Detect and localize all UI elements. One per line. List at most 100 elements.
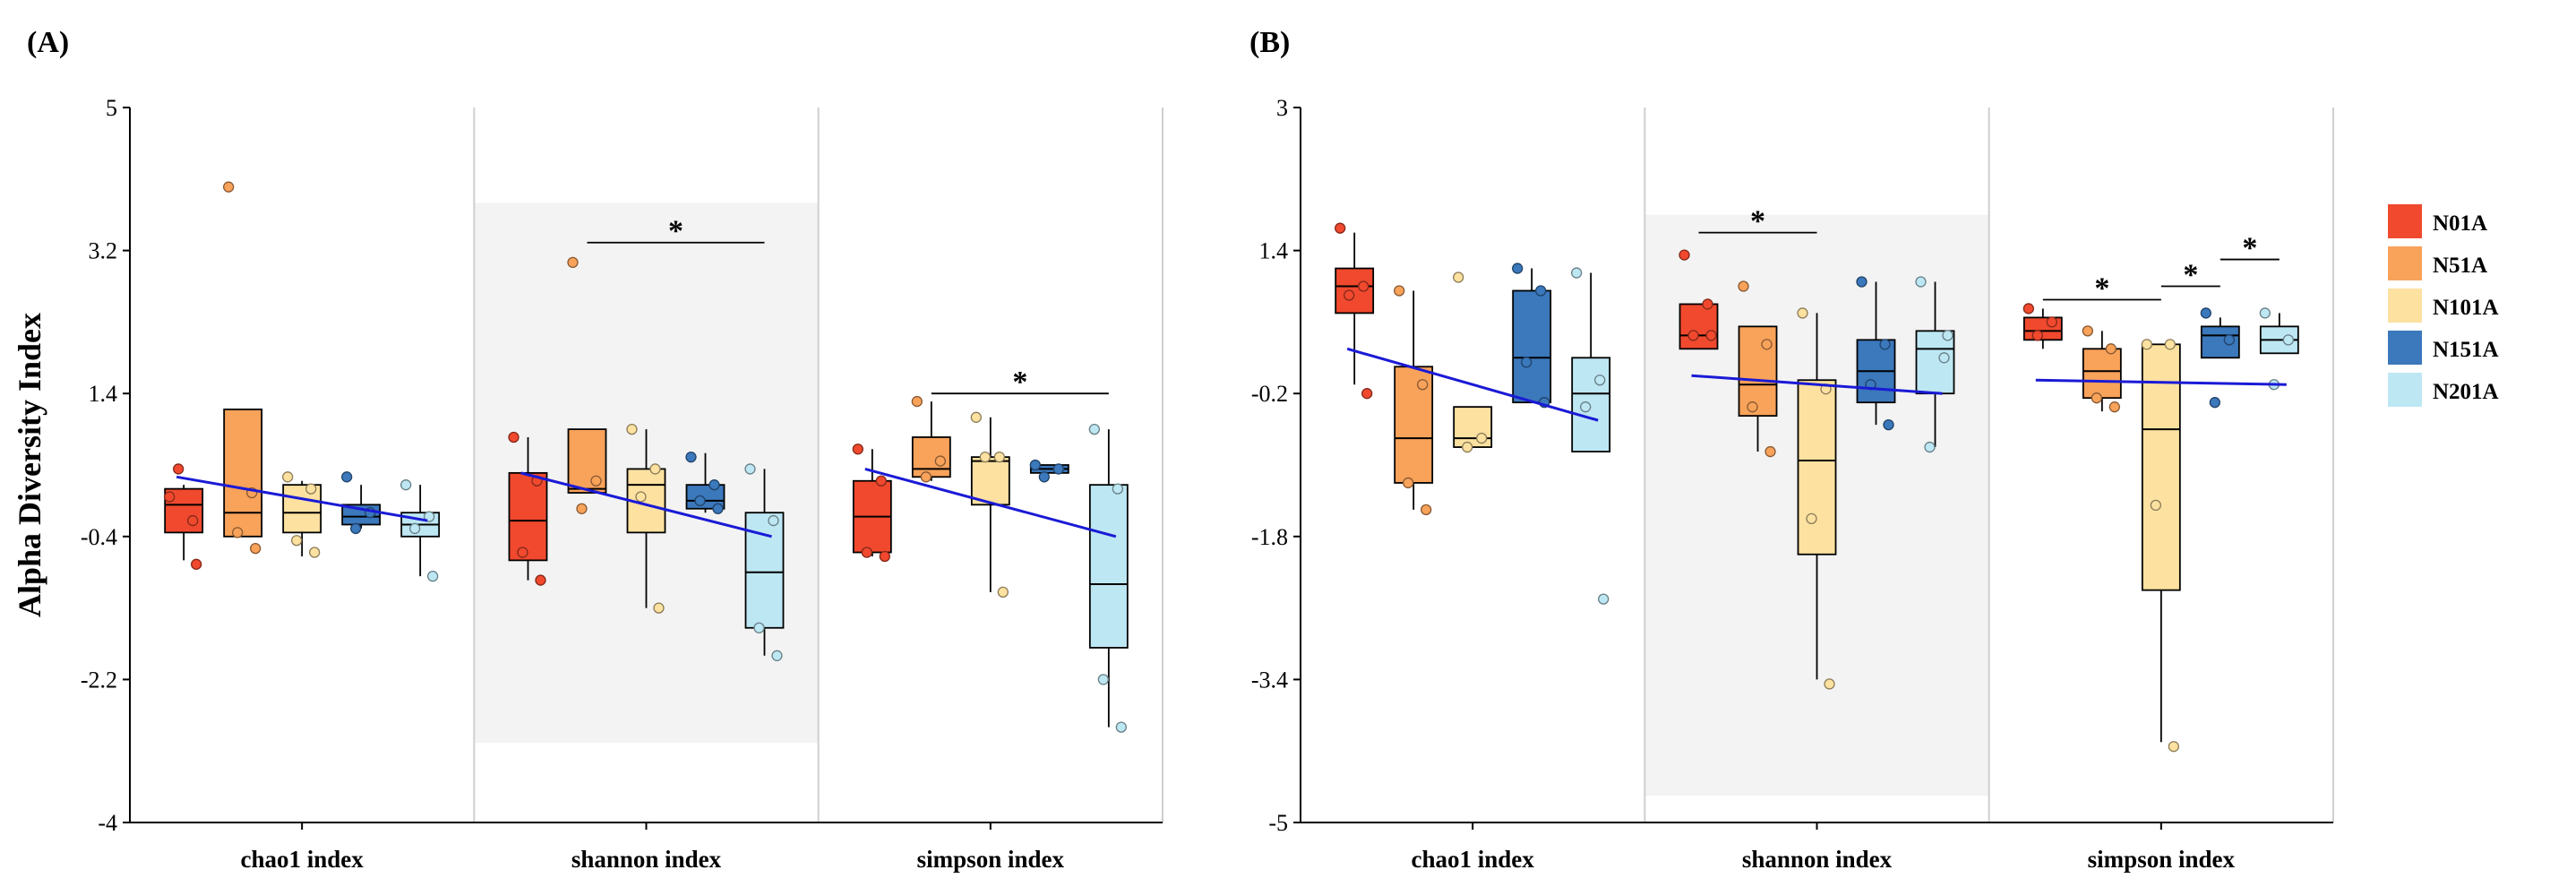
box-n201a [2259,307,2299,391]
significance-label: * [2094,271,2109,305]
data-point [635,491,647,503]
legend-item-n151a: N151A [2388,331,2499,365]
y-tick-label: -3.4 [1251,667,1288,693]
box-n201a [1571,267,1611,605]
data-point [1088,423,1100,435]
data-point [1580,401,1592,413]
panel-label: (A) [27,26,69,59]
box-n151a [2200,307,2240,409]
data-point [2141,339,2152,350]
category-label: chao1 index [1412,846,1535,873]
data-point [2046,316,2057,328]
data-point [232,527,244,538]
box-n01a [852,444,892,563]
data-point [350,522,362,535]
data-point [508,431,519,444]
data-point [997,586,1009,599]
data-point [1942,330,1953,341]
box-body [1335,267,1375,314]
significance-label: * [2242,232,2257,265]
box-body [970,456,1010,506]
box-n201a [744,463,785,661]
significance-label: * [1012,366,1027,399]
data-point [970,411,982,423]
box-body [1679,303,1719,350]
data-point [2209,397,2220,409]
box-n151a [1512,263,1552,409]
box-n201a [1088,423,1129,733]
box-n51a [2082,325,2122,413]
panel-label: (B) [1249,26,1290,59]
data-point [653,602,665,614]
data-point [1571,267,1583,279]
legend-item-n01a: N01A [2388,204,2487,238]
box-body [1915,330,1955,395]
data-point [291,535,303,547]
data-point [1797,307,1808,319]
y-tick-label: -0.4 [81,524,117,550]
data-point [1761,339,1773,350]
data-point [223,181,235,193]
trend-line [2035,378,2287,386]
box-body [1571,357,1611,452]
data-point [250,542,262,555]
y-tick-label: -5 [1268,810,1288,836]
data-point [590,475,602,487]
category-label: shannon index [1742,846,1893,873]
box-n151a [1029,459,1069,483]
box-n151a [685,451,726,514]
significance-label: * [1750,205,1765,238]
data-point [1883,418,1894,431]
legend-item-n51a: N51A [2388,246,2487,280]
data-point [771,650,783,661]
data-point [2282,334,2294,346]
data-point [1915,276,1927,288]
y-tick-label: 3.2 [89,238,118,264]
data-point [753,622,765,633]
data-point [879,550,890,563]
category-label: simpson index [917,846,1065,873]
y-tick-label: -2.2 [81,667,117,693]
category-label: simpson index [2088,846,2236,873]
trend-line [1346,347,1599,422]
data-point [2200,307,2211,319]
data-point [852,444,863,455]
legend-label: N01A [2433,211,2487,236]
data-point [1765,445,1776,458]
trend-line [1691,374,1943,395]
box-n01a [1679,249,1719,350]
y-tick-label: -1.8 [1251,524,1288,550]
box-n51a [567,256,607,514]
data-point [712,503,724,514]
box-body [508,471,548,562]
data-point [1679,249,1690,261]
data-point [1598,593,1610,605]
data-point [567,256,579,269]
data-point [1344,289,1355,301]
data-point [2108,401,2120,413]
y-tick-label: 3 [1276,95,1288,121]
data-point [341,471,353,483]
legend-swatch [2388,246,2422,280]
box-n101a [1797,307,1837,690]
legend: N01A N51A N101A N151A N201A [2388,204,2499,407]
data-point [409,522,421,535]
data-point [1417,379,1429,391]
data-point [164,491,176,503]
data-point [1476,432,1488,444]
legend-label: N201A [2433,380,2499,404]
data-point [400,479,412,491]
data-point [694,495,706,507]
data-point [2223,334,2235,346]
data-point [1521,357,1533,368]
y-axis-title: Alpha Diversity Index [12,313,47,617]
significance-label: * [668,215,683,248]
data-point [427,570,439,582]
box-body [1453,406,1493,448]
data-point [1112,483,1123,495]
data-point [649,463,661,475]
data-point [2082,325,2093,337]
box-n151a [341,471,382,535]
legend-item-n101a: N101A [2388,288,2499,323]
